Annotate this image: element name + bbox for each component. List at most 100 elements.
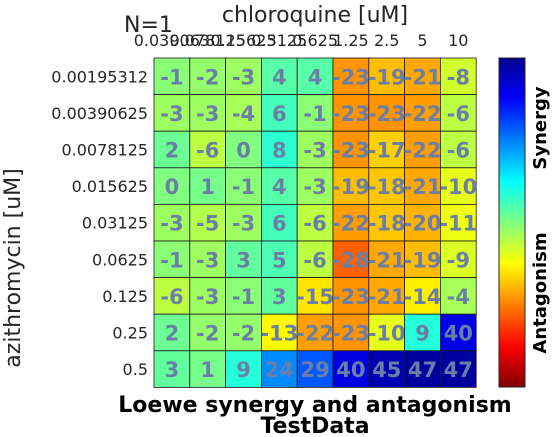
cell-value-label: -17 [368, 139, 406, 163]
heatmap-cell [439, 277, 477, 315]
heatmap-cell [404, 130, 441, 169]
cell-value-label: -3 [303, 175, 326, 199]
cell-value-label: -28 [332, 248, 370, 272]
y-tick-label: 0.25 [112, 324, 148, 343]
cell-value-label: 40 [444, 322, 473, 346]
cell-value-label: -8 [447, 65, 470, 89]
x-tick-label: 2.5 [374, 31, 399, 50]
cell-value-label: 6 [272, 212, 287, 236]
heatmap-cell [296, 240, 334, 278]
cell-value-label: -10 [368, 322, 406, 346]
cell-value-label: 0 [236, 139, 251, 163]
cell-value-label: 4 [272, 175, 287, 199]
y-tick-label: 0.00195312 [51, 67, 148, 86]
heatmap-cell [368, 277, 405, 315]
cell-value-label: -22 [332, 212, 370, 236]
cell-value-label: 9 [415, 322, 430, 346]
cell-value-label: 4 [308, 65, 323, 89]
heatmap-cell [404, 94, 441, 132]
x-tick-label: 0.078125 [170, 31, 246, 50]
heatmap-cell [189, 350, 227, 388]
cell-value-label: -4 [232, 102, 255, 126]
cell-value-label: -1 [160, 65, 183, 89]
cell-value-label: -6 [447, 139, 470, 163]
cell-value-label: -1 [232, 285, 255, 309]
cell-value-label: 40 [336, 358, 365, 382]
x-axis-label: chloroquine [uM] [222, 3, 408, 28]
cell-value-label: -21 [368, 248, 406, 272]
cell-value-label: 3 [272, 285, 287, 309]
cell-value-label: -5 [196, 212, 219, 236]
cell-value-label: -6 [196, 139, 219, 163]
heatmap-cell [260, 240, 298, 278]
cell-value-label: 1 [200, 358, 215, 382]
heatmap-cell [439, 130, 477, 169]
cell-value-label: 3 [165, 358, 180, 382]
cell-value-label: -23 [332, 102, 370, 126]
heatmap-cell [439, 313, 477, 352]
cell-value-label: 3 [236, 248, 251, 272]
heatmap-cell [153, 350, 191, 388]
heatmap-cell [225, 167, 262, 205]
n-annotation: N=1 [124, 13, 173, 38]
x-tick-label: 0.625 [292, 31, 338, 50]
heatmap-cell [153, 240, 191, 278]
heatmap-cell [332, 130, 370, 169]
y-tick-label: 0.125 [102, 287, 148, 306]
x-tick-label: 0.3125 [251, 31, 307, 50]
cell-value-label: -23 [332, 322, 370, 346]
cell-value-label: -4 [447, 285, 470, 309]
heatmap-cell [225, 350, 262, 388]
cell-value-label: 1 [200, 175, 215, 199]
cell-value-label: -3 [303, 139, 326, 163]
heatmap-cell [368, 94, 405, 132]
cell-value-label: 8 [272, 139, 287, 163]
cell-value-label: -21 [368, 285, 406, 309]
cell-value-label: -18 [368, 212, 406, 236]
cell-value-label: 47 [408, 358, 437, 382]
heatmap-cell [189, 167, 227, 205]
chart-title: Loewe synergy and antagonism [118, 393, 511, 418]
cell-value-label: -3 [196, 285, 219, 309]
cell-value-label: 6 [272, 102, 287, 126]
heatmap-cell [332, 277, 370, 315]
cell-value-label: -13 [260, 322, 298, 346]
heatmap-cell [189, 277, 227, 315]
cell-value-label: -22 [404, 139, 442, 163]
heatmap-cell [296, 167, 334, 205]
heatmap-cell [439, 167, 477, 205]
heatmap-cell [404, 240, 441, 278]
heatmap-cell [260, 313, 298, 352]
heatmap-cell [260, 350, 298, 388]
heatmap-cell [404, 350, 441, 388]
cell-value-label: 4 [272, 65, 287, 89]
cell-value-label: -15 [296, 285, 334, 309]
heatmap-cell [332, 350, 370, 388]
cell-value-label: -2 [232, 322, 255, 346]
colorbar-label-antagonism: Antagonism [530, 232, 551, 353]
cell-value-label: -22 [296, 322, 334, 346]
cell-value-label: -1 [160, 248, 183, 272]
heatmap-cell [260, 94, 298, 132]
cell-value-label: -3 [196, 102, 219, 126]
cell-value-label: -3 [160, 102, 183, 126]
heatmap-cell [189, 94, 227, 132]
chart-subtitle: TestData [260, 414, 369, 437]
heatmap-cell [153, 167, 191, 205]
heatmap-cell [404, 313, 441, 352]
heatmap-cell [225, 313, 262, 352]
cell-value-label: 47 [444, 358, 473, 382]
x-tick-label: 10 [448, 31, 468, 50]
heatmap-cell [153, 313, 191, 352]
heatmap-cell [368, 167, 405, 205]
cell-value-label: 5 [272, 248, 287, 272]
cell-value-label: -23 [332, 65, 370, 89]
cell-value-label: -1 [232, 175, 255, 199]
cell-value-label: -22 [404, 102, 442, 126]
cell-value-label: -6 [303, 248, 326, 272]
cell-value-label: -19 [404, 248, 442, 272]
cell-value-label: -21 [404, 175, 442, 199]
cell-value-label: -2 [196, 322, 219, 346]
